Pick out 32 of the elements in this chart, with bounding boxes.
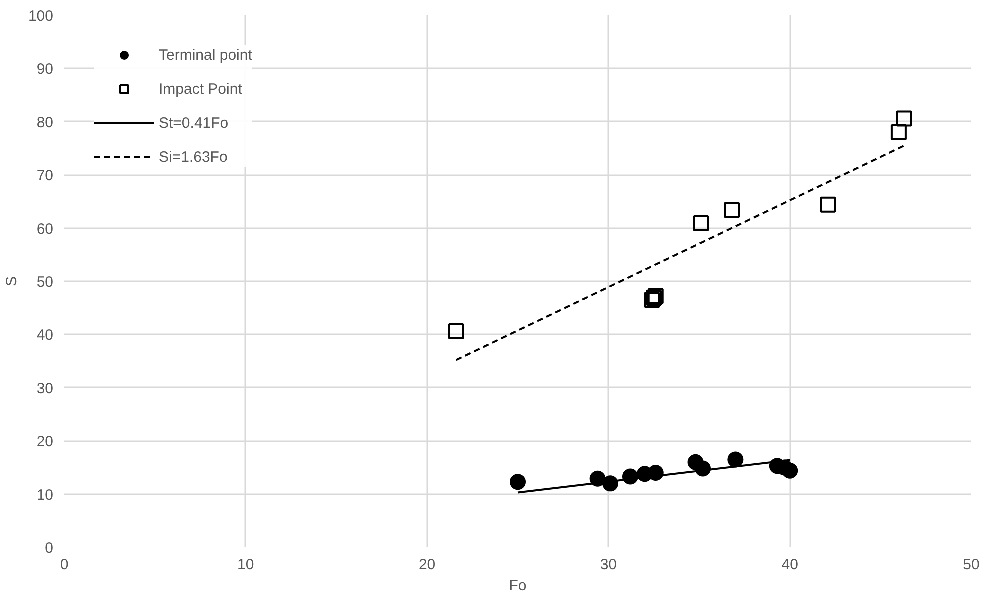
x-axis-title: Fo: [509, 578, 527, 594]
y-tick-label: 30: [36, 380, 54, 398]
x-tick-label: 30: [600, 556, 618, 574]
legend-label: Si=1.63Fo: [159, 148, 228, 166]
y-tick-label: 90: [36, 61, 54, 78]
point: [693, 216, 710, 232]
point: [510, 474, 526, 490]
point: [448, 324, 464, 340]
y-tick-label: 20: [36, 434, 54, 451]
x-tick-label: 10: [238, 556, 254, 574]
x-tick-label: 0: [60, 556, 69, 574]
y-tick-label: 50: [36, 274, 54, 291]
legend-label: Terminal point: [159, 46, 252, 64]
y-tick-label: 10: [36, 486, 54, 504]
point: [896, 110, 912, 127]
x-tick-label: 20: [418, 556, 436, 574]
point: [724, 202, 740, 218]
y-tick-label: 70: [36, 168, 54, 185]
y-tick-label: 0: [45, 540, 54, 557]
x-tick-label: 50: [963, 556, 980, 574]
point: [728, 452, 744, 468]
point: [890, 124, 907, 141]
point: [820, 196, 836, 213]
point: [782, 462, 798, 479]
legend-label: Impact Point: [159, 80, 242, 98]
y-tick-label: 80: [36, 114, 54, 132]
y-tick-label: 40: [36, 327, 54, 344]
legend-label: St=0.41Fo: [159, 114, 229, 132]
y-axis-title: S: [3, 276, 20, 286]
y-tick-label: 100: [28, 8, 54, 25]
x-tick-label: 40: [782, 556, 798, 574]
y-tick-label: 60: [36, 220, 54, 238]
